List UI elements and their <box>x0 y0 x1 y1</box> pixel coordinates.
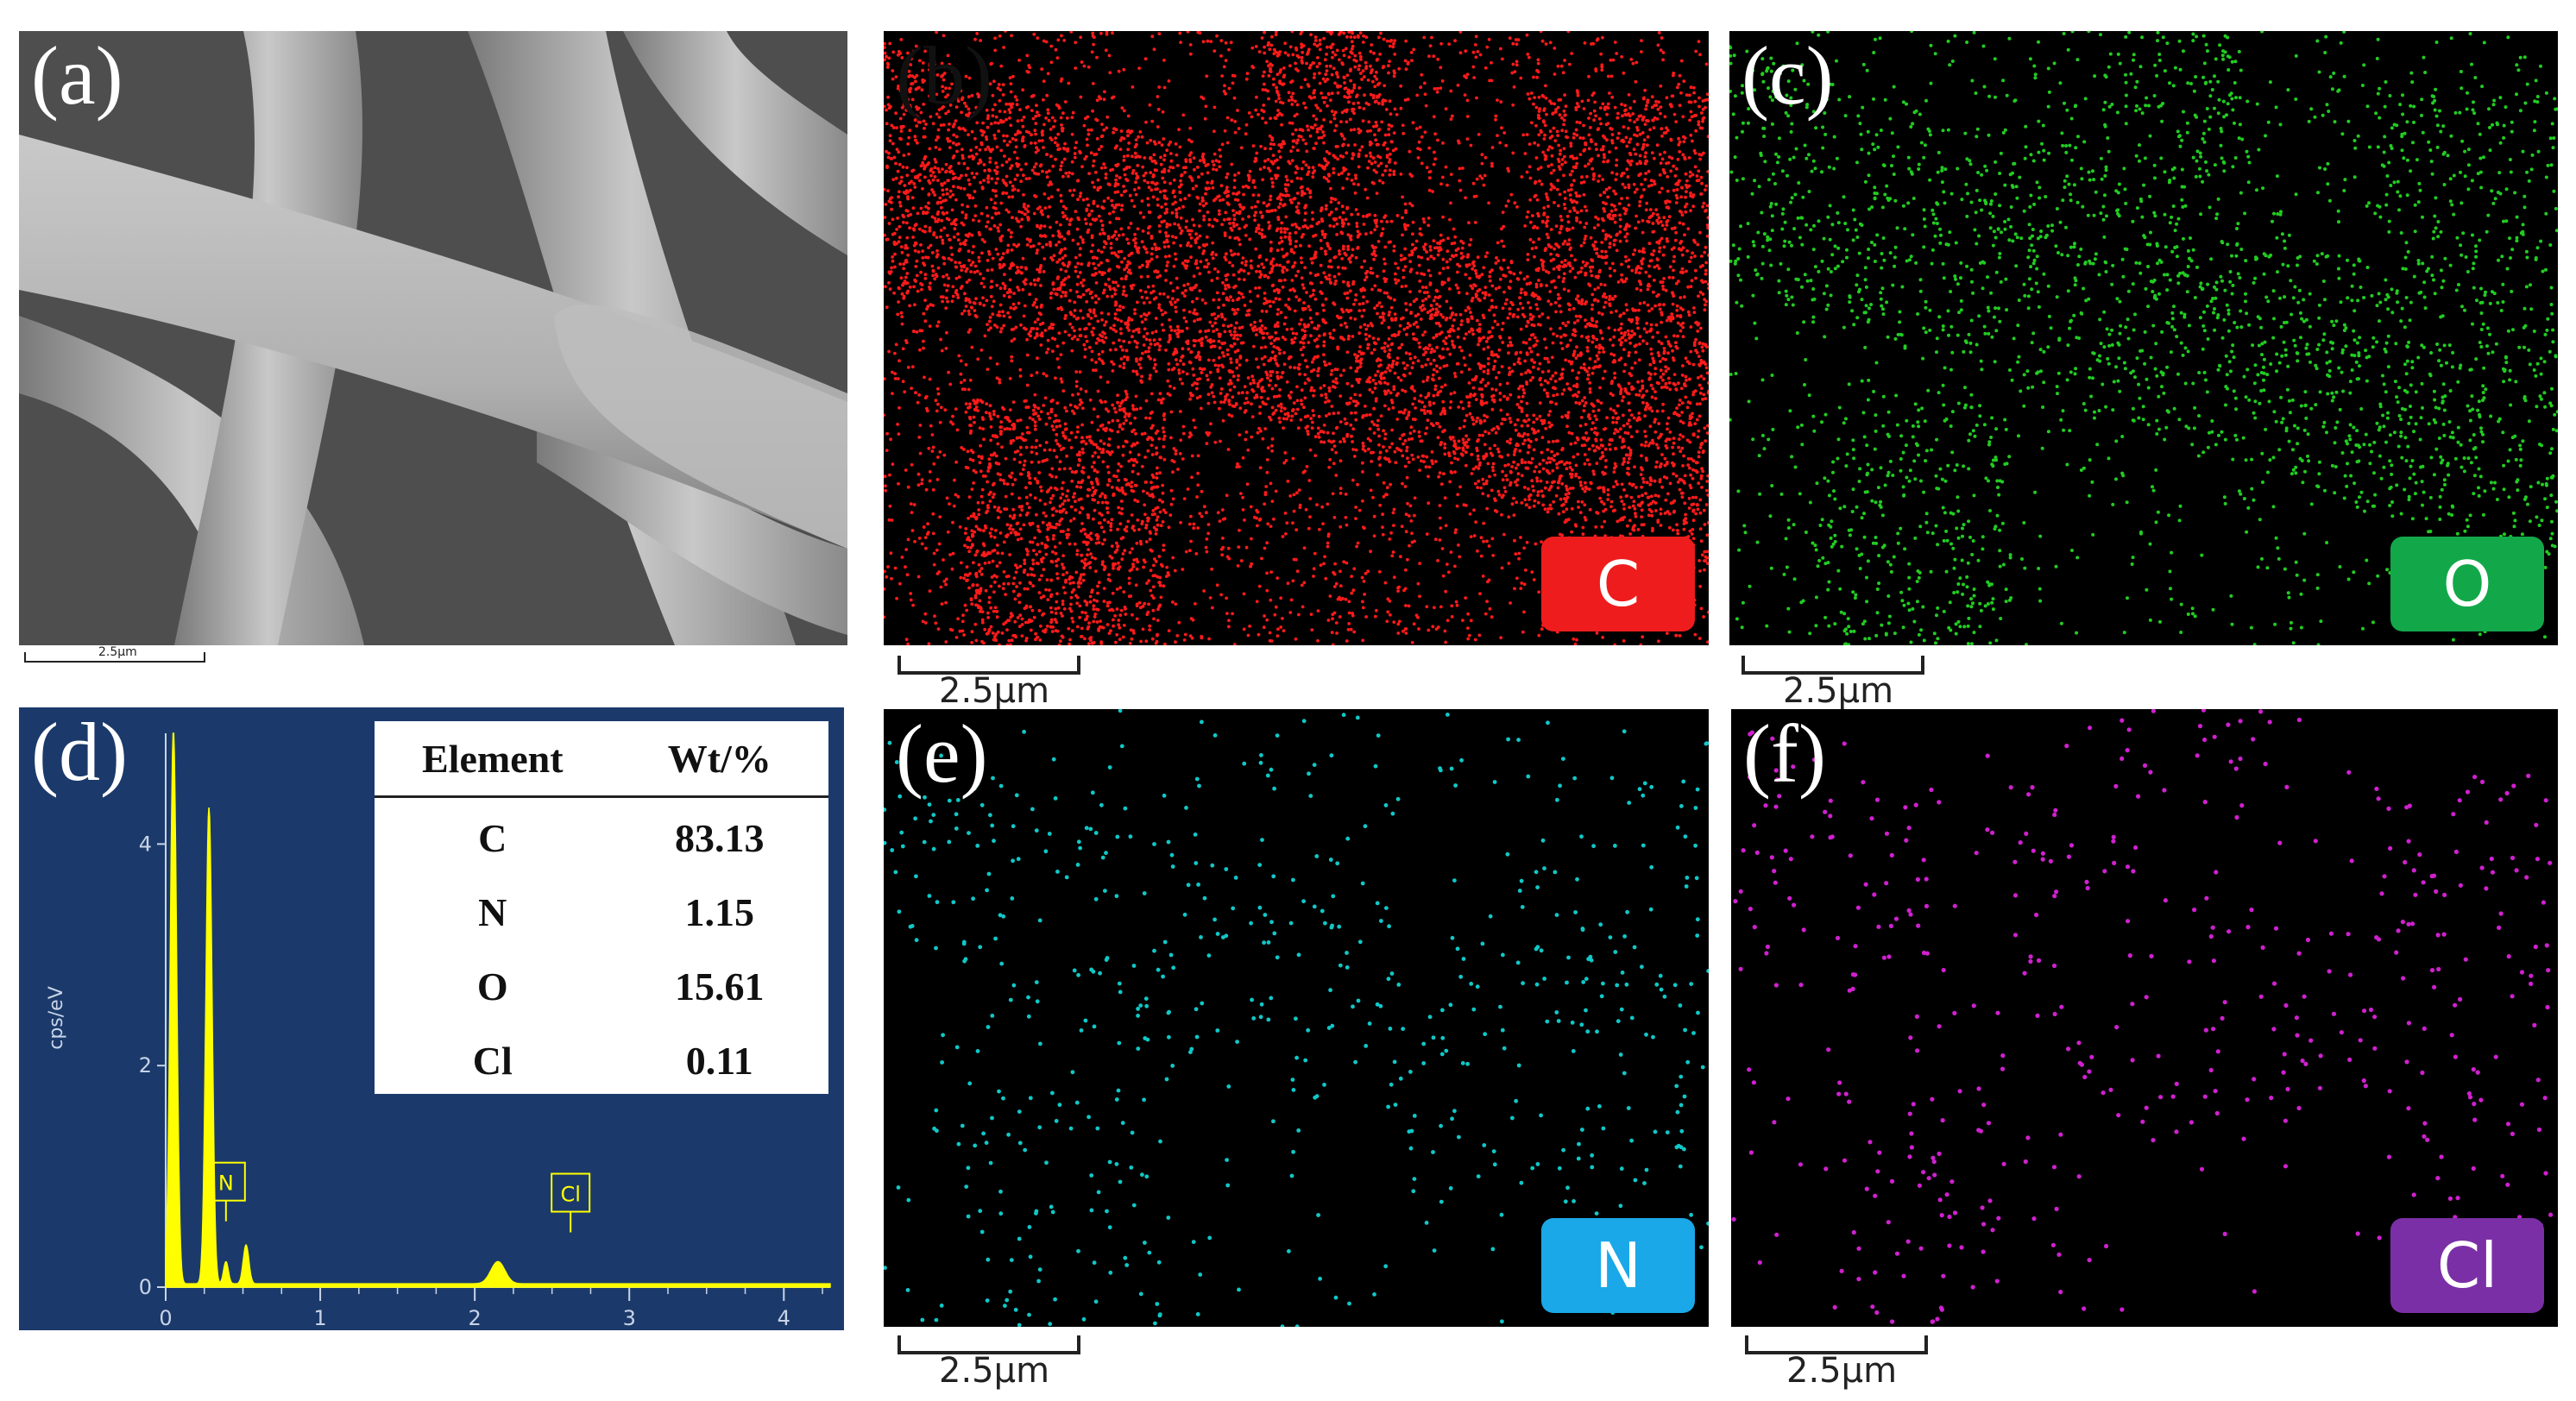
table-row: C 83.13 <box>375 801 828 875</box>
table-header-element: Element <box>422 736 564 781</box>
carbon-map-dots <box>884 31 1709 645</box>
panel-a-label: (a) <box>31 31 123 122</box>
panel-d-label: (d) <box>31 707 128 798</box>
table-cell-wt: 83.13 <box>675 815 765 860</box>
element-badge-o: O <box>2390 537 2544 631</box>
panel-c-scalebar-line <box>1741 656 1924 675</box>
panel-f-scalebar-text: 2.5μm <box>1786 1351 1898 1391</box>
element-badge-c: C <box>1541 537 1695 631</box>
spectrum-x-tick-label: 0 <box>159 1306 172 1330</box>
spectrum-x-tick-label: 4 <box>778 1306 790 1330</box>
spectrum-y-tick-label: 4 <box>139 832 152 856</box>
panel-f-scalebar-line <box>1745 1335 1928 1354</box>
table-cell-element: Cl <box>472 1038 513 1083</box>
peak-marker-label-n: N <box>218 1172 234 1196</box>
panel-f-label: (f) <box>1743 709 1826 800</box>
spectrum-x-tick-label: 2 <box>468 1306 481 1330</box>
table-header-wt: Wt/% <box>667 736 772 781</box>
spectrum-x-tick-label: 3 <box>623 1306 636 1330</box>
table-cell-element: N <box>478 889 507 934</box>
peak-marker-box-n <box>205 1161 246 1202</box>
table-cell-wt: 1.15 <box>684 889 755 934</box>
table-row: O 15.61 <box>375 949 828 1023</box>
spectrum-y-tick-label: 2 <box>139 1053 152 1077</box>
nitrogen-map-dots <box>884 709 1709 1327</box>
panel-b-carbon-map: (b) C <box>884 31 1709 645</box>
composition-table: Element Wt/% C 83.13 N 1.15 O 15.61 Cl 0… <box>375 721 828 1094</box>
panel-a-sem-image: (a) <box>19 31 847 645</box>
panel-b-label: (b) <box>896 31 992 122</box>
element-badge-n: N <box>1541 1218 1695 1313</box>
eds-spectrum-chart: cps/eV 0 2 4 0 1 2 3 4 N Cl <box>46 732 831 1330</box>
table-cell-element: O <box>476 964 508 1008</box>
table-cell-element: C <box>478 815 507 860</box>
panel-b-scalebar-line <box>898 656 1080 675</box>
panel-e-nitrogen-map: (e) N <box>884 709 1709 1327</box>
table-header-row: Element Wt/% <box>375 721 828 795</box>
panel-e-label: (e) <box>896 709 988 800</box>
panel-a-scalebar-line <box>24 652 205 663</box>
chlorine-map-dots <box>1731 709 2554 1324</box>
panel-a-scalebar-text: 2.5μm <box>98 645 137 659</box>
panel-c-label: (c) <box>1741 31 1834 122</box>
table-cell-wt: 0.11 <box>685 1038 753 1083</box>
spectrum-trace <box>165 732 831 1288</box>
peak-marker-label-cl: Cl <box>560 1183 580 1207</box>
table-cell-wt: 15.61 <box>675 964 765 1008</box>
spectrum-y-axis-label: cps/eV <box>46 986 67 1050</box>
spectrum-x-tick-label: 1 <box>313 1306 326 1330</box>
panel-c-scalebar-text: 2.5μm <box>1783 671 1894 711</box>
table-row: N 1.15 <box>375 875 828 949</box>
table-row: Cl 0.11 <box>375 1023 828 1097</box>
oxygen-map-dots <box>1729 31 2558 645</box>
panel-e-scalebar-text: 2.5μm <box>939 1351 1050 1391</box>
element-badge-cl: Cl <box>2390 1218 2544 1313</box>
sem-fiber-image <box>19 31 847 645</box>
spectrum-y-tick-label: 0 <box>139 1275 152 1299</box>
panel-e-scalebar-line <box>898 1335 1080 1354</box>
panel-c-oxygen-map: (c) O <box>1729 31 2558 645</box>
panel-f-chlorine-map: (f) Cl <box>1731 709 2558 1327</box>
panel-b-scalebar-text: 2.5μm <box>939 671 1050 711</box>
table-header-divider <box>375 795 828 798</box>
